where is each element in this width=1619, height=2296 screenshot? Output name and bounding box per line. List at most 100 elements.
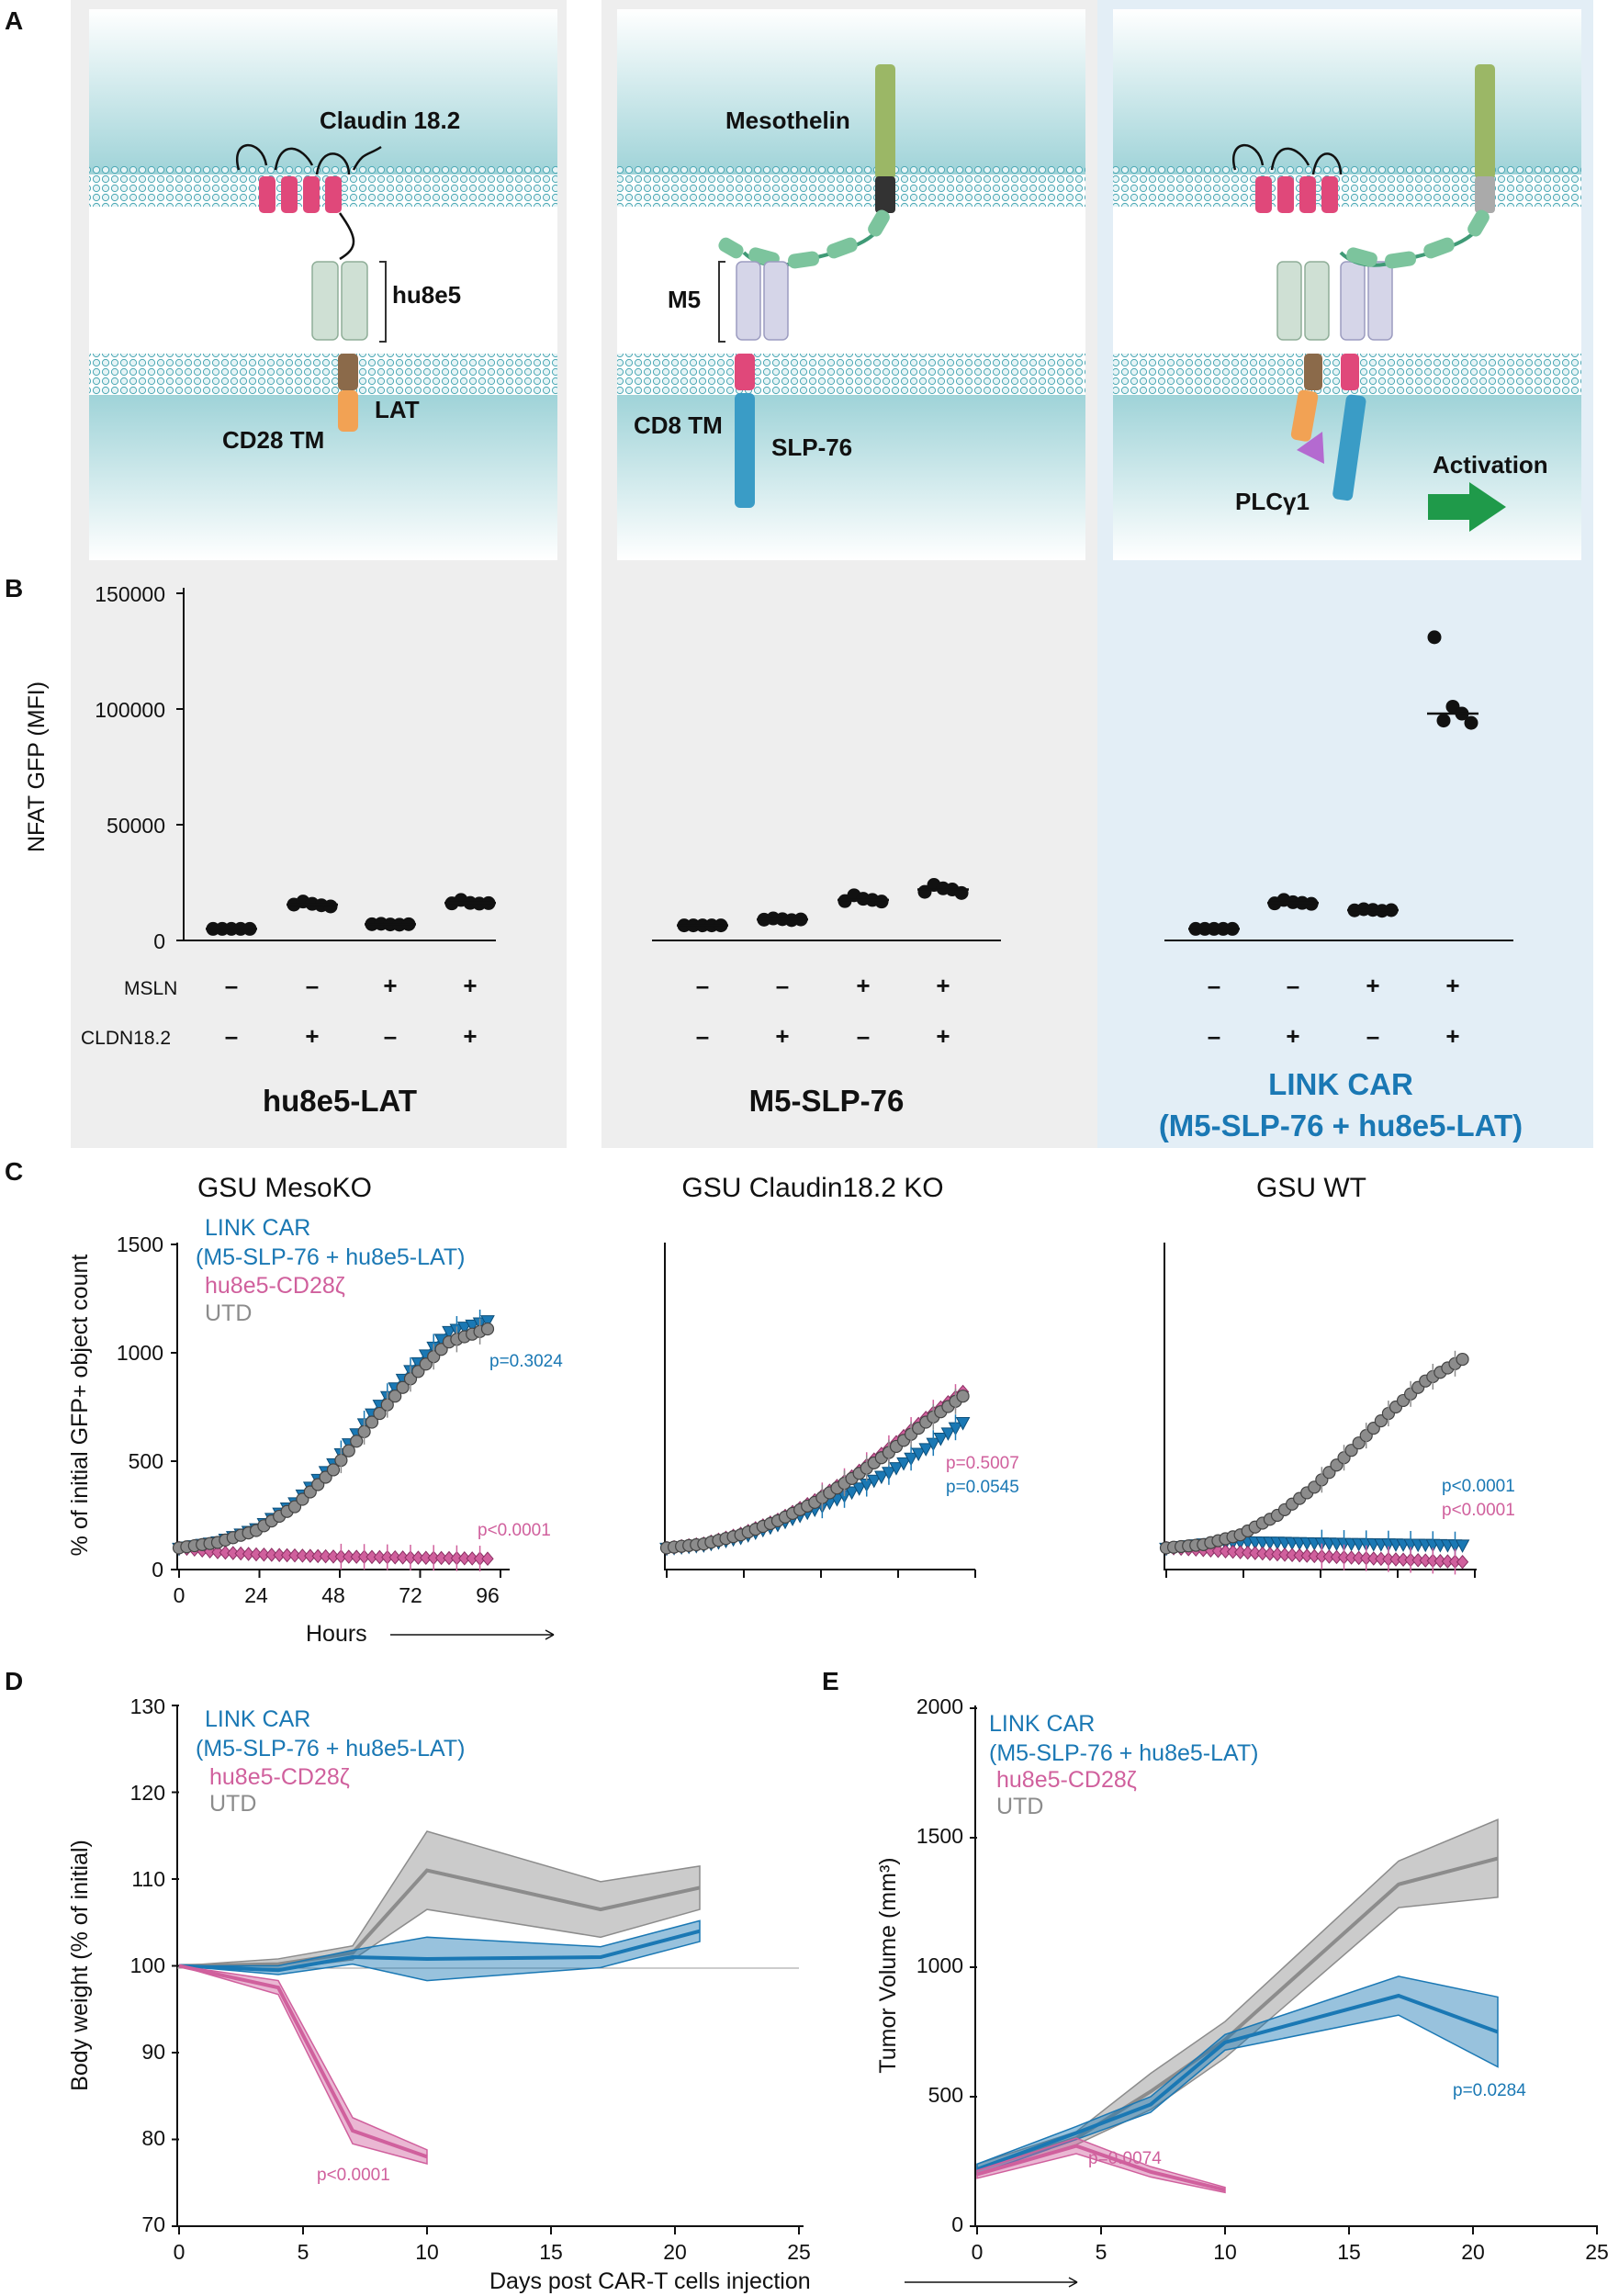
c-xlabel: Hours (306, 1621, 367, 1647)
label-hu8e5: hu8e5 (392, 281, 461, 309)
b-msln-sign: – (696, 972, 709, 999)
b-cldn-sign: + (463, 1022, 477, 1050)
b-dots (206, 630, 1478, 936)
c-ytick: 0 (152, 1558, 163, 1581)
d-xtick: 15 (539, 2240, 563, 2264)
e-xtick: 5 (1096, 2240, 1107, 2264)
b-cldn-sign: – (857, 1022, 870, 1050)
label-mesothelin: Mesothelin (725, 107, 850, 134)
panel-e: 2000 1500 1000 500 0 0 5 10 15 20 25 Tum… (875, 1694, 1609, 2264)
b-cldn-sign: + (1286, 1022, 1299, 1050)
b-dot (1427, 630, 1442, 645)
e-legend-link-sub: (M5-SLP-76 + hu8e5-LAT) (989, 1740, 1258, 1766)
b-cldn-label: CLDN18.2 (81, 1028, 171, 1049)
c-xtick: 72 (399, 1583, 422, 1607)
panel-letter-c: C (5, 1157, 23, 1186)
e-xtick: 25 (1585, 2240, 1609, 2264)
label-slp76: SLP-76 (771, 433, 852, 461)
b-cldn-sign: – (1366, 1022, 1379, 1050)
e-legend-utd: UTD (996, 1794, 1043, 1819)
b-dot (954, 885, 969, 900)
b-cldn-sign: + (305, 1022, 319, 1050)
c-legend-link: LINK CAR (205, 1215, 310, 1241)
d-xtick: 25 (787, 2240, 811, 2264)
c-legend-link-sub: (M5-SLP-76 + hu8e5-LAT) (196, 1244, 465, 1270)
b-title-m5-slp76: M5-SLP-76 (749, 1084, 905, 1118)
c-hu8e5-point (211, 1545, 224, 1559)
e-plot (976, 1818, 1499, 2194)
c-link-point (844, 1486, 860, 1501)
c-link-point (918, 1443, 934, 1457)
d-xlabel: Days post CAR-T cells injection (489, 2268, 811, 2294)
hu8e5-protein (311, 261, 387, 432)
c-utd-point (365, 1415, 379, 1429)
b-msln-label: MSLN (124, 978, 177, 999)
label-m5: M5 (668, 286, 701, 313)
c-hu8e5-point (219, 1545, 232, 1560)
cartoon-hu8e5-lat: Claudin 18.2 hu8e5 LAT CD28 TM (89, 9, 557, 560)
d-ytick: 70 (141, 2212, 165, 2236)
c-title-wt: GSU WT (1256, 1173, 1366, 1203)
d-legend-utd: UTD (209, 1791, 256, 1817)
e-xtick: 0 (972, 2240, 984, 2264)
c-series-line (666, 1421, 964, 1549)
b-msln-sign: – (306, 972, 319, 999)
c-hu8e5-point (242, 1547, 255, 1561)
c-ytick: 500 (129, 1449, 163, 1473)
e-pval-link: p=0.0284 (1453, 2081, 1526, 2100)
label-claudin: Claudin 18.2 (320, 107, 460, 134)
e-pval-pink: p=0.0074 (1088, 2149, 1162, 2168)
e-ytick: 1000 (916, 1953, 963, 1977)
d-xtick: 5 (298, 2240, 309, 2264)
c-title-mesoko: GSU MesoKO (197, 1173, 372, 1203)
c-utd-point (326, 1463, 341, 1477)
panel-letter-e: E (822, 1667, 839, 1695)
d-ytick: 100 (130, 1953, 165, 1977)
c-series-line (666, 1390, 964, 1549)
c-title-claudinko: GSU Claudin18.2 KO (681, 1173, 943, 1203)
c-xtick: 24 (244, 1583, 268, 1607)
e-ylabel: Tumor Volume (mm³) (875, 1857, 901, 2073)
e-ytick: 500 (928, 2083, 963, 2107)
c-ytick: 1000 (117, 1341, 163, 1365)
b-msln-sign: + (463, 972, 477, 999)
d-ytick: 110 (131, 1867, 165, 1891)
c-xtick: 96 (476, 1583, 500, 1607)
b-title-link-car: LINK CAR (1268, 1067, 1413, 1101)
c-xtick: 0 (174, 1583, 186, 1607)
c-link-point (933, 1433, 949, 1446)
label-cd28tm: CD28 TM (222, 426, 324, 454)
c-legend-utd: UTD (205, 1300, 252, 1326)
panel-letter-a: A (5, 6, 23, 35)
line-pink (178, 1964, 428, 2159)
d-ytick: 130 (130, 1694, 165, 1718)
b-title-link-car-sub: (M5-SLP-76 + hu8e5-LAT) (1159, 1109, 1523, 1142)
e-ytick: 0 (951, 2212, 963, 2236)
c-link-point (940, 1427, 956, 1441)
c-link-point (456, 1322, 472, 1335)
c2-pval-pink: p=0.5007 (946, 1454, 1019, 1473)
c-link-point (480, 1315, 495, 1329)
b-ytick: 100000 (95, 698, 165, 722)
c-hu8e5-point (481, 1551, 494, 1566)
b-dot (323, 899, 338, 914)
b-ytick: 150000 (95, 582, 165, 606)
b-dot (874, 895, 889, 909)
c-link-point (889, 1462, 904, 1476)
e-legend-link: LINK CAR (989, 1711, 1095, 1737)
c-utd-point (956, 1390, 970, 1403)
b-dot (1464, 715, 1478, 730)
line-gray (178, 1868, 701, 1968)
d-xtick: 10 (415, 2240, 439, 2264)
cartoon-m5-slp76: Mesothelin M5 CD8 TM SLP-76 (617, 9, 1085, 560)
c1-pval-link: p=0.3024 (489, 1352, 563, 1371)
d-ylabel: Body weight (% of initial) (67, 1840, 93, 2091)
b-msln-sign: – (776, 972, 789, 999)
b-cldn-sign: – (1208, 1022, 1220, 1050)
b-msln-sign: – (1287, 972, 1299, 999)
b-cldn-sign: + (936, 1022, 950, 1050)
d-legend-link: LINK CAR (205, 1706, 310, 1732)
b-ylabel: NFAT GFP (MFI) (24, 681, 50, 852)
b-cldn-sign: – (696, 1022, 709, 1050)
band-link (976, 1975, 1499, 2176)
